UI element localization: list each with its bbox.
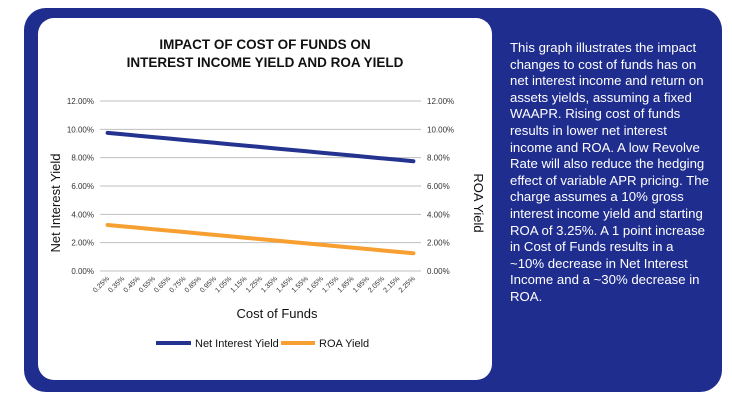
y-tick-label-right: 2.00% (427, 239, 450, 248)
y-tick-label-left: 0.00% (71, 267, 94, 276)
line-chart: IMPACT OF COST OF FUNDS ON INTEREST INCO… (48, 37, 486, 350)
y-axis-right-label: ROA Yield (471, 173, 486, 232)
series-line-net-interest-yield (105, 130, 416, 164)
gridlines (100, 100, 421, 272)
y-tick-label-right: 10.00% (427, 125, 454, 134)
y-tick-label-left: 10.00% (67, 125, 94, 134)
legend-label-net-interest-yield: Net Interest Yield (195, 338, 279, 350)
y-tick-label-left: 6.00% (71, 182, 94, 191)
legend-label-roa-yield: ROA Yield (319, 338, 369, 350)
y-tick-label-right: 0.00% (427, 267, 450, 276)
y-tick-label-left: 8.00% (71, 154, 94, 163)
chart-card: IMPACT OF COST OF FUNDS ON INTEREST INCO… (38, 18, 492, 380)
y-tick-label-right: 6.00% (427, 182, 450, 191)
y-tick-label-right: 8.00% (427, 154, 450, 163)
y-tick-label-left: 2.00% (71, 239, 94, 248)
y-axis-right-ticks: 0.00% 2.00% 4.00% 6.00% 8.00% 10.00% 12.00% (427, 97, 454, 276)
y-axis-left-ticks: 0.00% 2.00% 4.00% 6.00% 8.00% 10.00% 12.00% (67, 97, 94, 276)
series-lines (105, 130, 416, 256)
y-axis-left-label: Net Interest Yield (48, 154, 63, 253)
x-axis-ticks: 0.25%0.35%0.45%0.55%0.65%0.75%0.85%0.95%… (92, 275, 417, 294)
series-line-roa-yield (105, 223, 416, 256)
y-tick-label-right: 12.00% (427, 97, 454, 106)
y-tick-label-right: 4.00% (427, 210, 450, 219)
legend: Net Interest Yield ROA Yield (156, 338, 369, 350)
y-tick-label-left: 12.00% (67, 97, 94, 106)
chart-title-line-1: IMPACT OF COST OF FUNDS ON (159, 37, 370, 52)
chart-title-line-2: INTEREST INCOME YIELD AND ROA YIELD (127, 55, 404, 70)
x-tick-label: 2.25% (398, 275, 417, 294)
y-tick-label-left: 4.00% (71, 210, 94, 219)
description-text: This graph illustrates the impact change… (510, 40, 709, 304)
x-axis-label: Cost of Funds (237, 306, 318, 321)
